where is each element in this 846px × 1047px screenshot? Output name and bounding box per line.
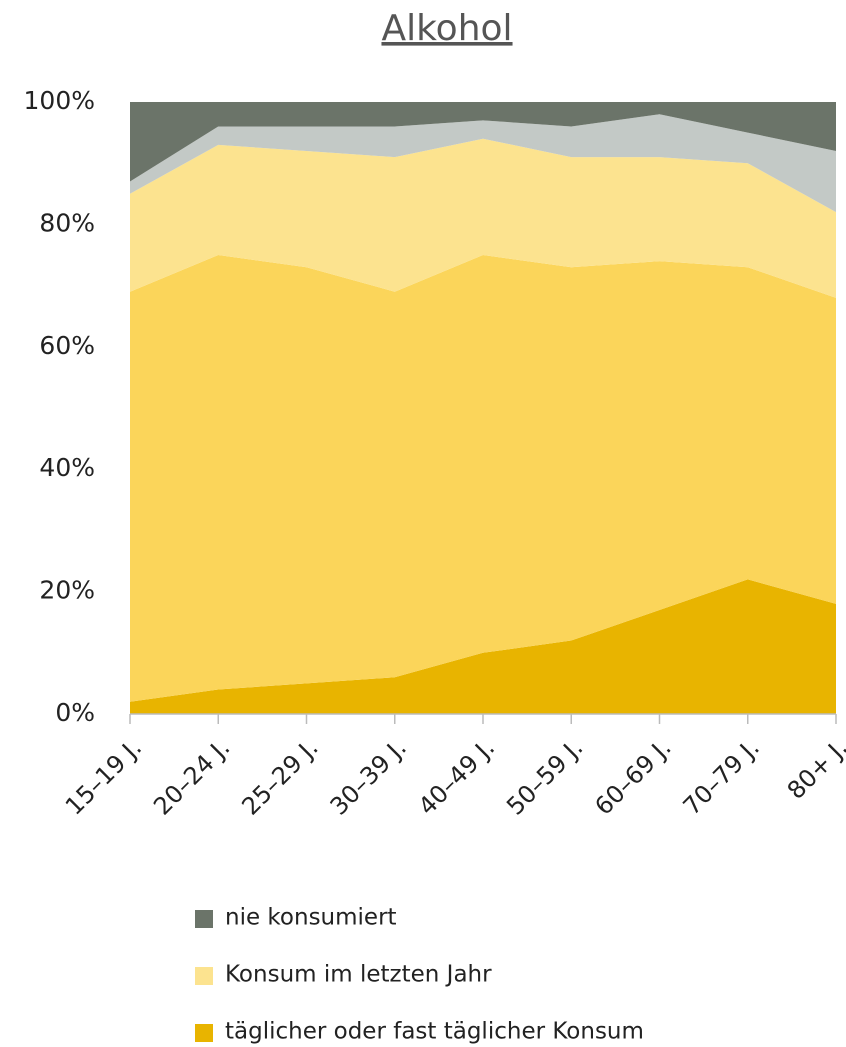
area xyxy=(130,102,836,182)
x-tick-label: 25–29 J. xyxy=(236,733,323,820)
area xyxy=(130,579,836,714)
legend-swatch xyxy=(195,967,213,985)
x-tick-label: 40–49 J. xyxy=(413,733,500,820)
legend-label: Konsum im letzten Jahr xyxy=(225,962,492,988)
x-tick-label: 70–79 J. xyxy=(678,733,765,820)
y-tick-label: 100% xyxy=(24,86,95,115)
x-tick-label: 80+ J. xyxy=(782,733,846,804)
chart-title: Alkohol xyxy=(381,8,512,49)
x-tick-label: 30–39 J. xyxy=(325,733,412,820)
area xyxy=(130,138,836,298)
area xyxy=(130,114,836,213)
x-tick-label: 50–59 J. xyxy=(501,733,588,820)
y-tick-label: 40% xyxy=(39,453,95,482)
y-tick-label: 0% xyxy=(55,698,95,727)
x-tick-label: 15–19 J. xyxy=(60,733,147,820)
legend-label: täglicher oder fast täglicher Konsum xyxy=(225,1019,644,1045)
legend-swatch xyxy=(195,1024,213,1042)
x-tick-label: 60–69 J. xyxy=(589,733,676,820)
legend-label: nie konsumiert xyxy=(225,905,397,931)
y-tick-label: 20% xyxy=(39,576,95,605)
x-tick-label: 20–24 J. xyxy=(148,733,235,820)
area xyxy=(130,255,836,702)
y-tick-label: 60% xyxy=(39,331,95,360)
y-tick-label: 80% xyxy=(39,208,95,237)
legend-swatch xyxy=(195,910,213,928)
